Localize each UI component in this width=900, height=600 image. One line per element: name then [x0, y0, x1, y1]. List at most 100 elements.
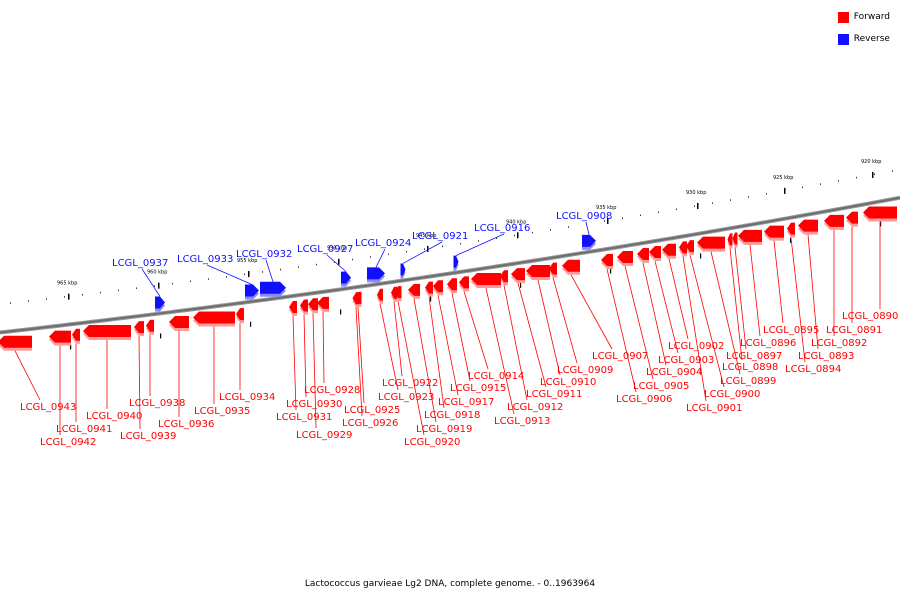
gene-arrow — [408, 283, 420, 296]
gene-arrow — [617, 251, 633, 264]
gene-label: LCGL_0897 — [726, 351, 782, 362]
gene-label: LCGL_0908 — [556, 211, 612, 222]
minor-tick — [244, 273, 245, 276]
gene-label: LCGL_0893 — [798, 351, 854, 362]
minor-tick — [658, 211, 659, 214]
backbone-layer — [0, 195, 900, 335]
inner-tick — [250, 321, 252, 327]
gene-leader-line — [397, 301, 425, 436]
tick-mark — [427, 245, 429, 252]
gene-arrow — [679, 241, 687, 254]
gene-leader-line — [206, 264, 253, 285]
gene-LCGL_0906: LCGL_0906 — [601, 253, 672, 405]
minor-tick — [208, 278, 209, 280]
gene-leader-line — [393, 301, 403, 377]
minor-tick — [694, 205, 695, 207]
legend-label-forward: Forward — [853, 12, 890, 22]
minor-tick — [622, 217, 623, 220]
gene-leader-line — [517, 283, 547, 388]
minor-tick — [406, 251, 407, 253]
gene-arrow — [846, 211, 858, 224]
inner-tick — [880, 221, 882, 227]
gene-leader-line — [428, 296, 445, 409]
gene-arrow — [863, 206, 897, 219]
gene-arrow — [83, 324, 131, 337]
gene-label: LCGL_0943 — [20, 402, 76, 413]
inner-tick — [700, 253, 702, 259]
gene-label: LCGL_0909 — [557, 365, 613, 376]
gene-leader-line — [138, 336, 141, 430]
gene-leader-line — [326, 254, 347, 272]
reverse-swatch-icon — [837, 33, 849, 45]
gene-LCGL_0891: LCGL_0891 — [826, 211, 882, 336]
tick-label: 925 kbp — [773, 175, 793, 181]
minor-tick — [514, 234, 515, 237]
gene-arrow — [391, 286, 397, 299]
gene-label: LCGL_0939 — [120, 431, 176, 442]
gene-label: LCGL_0898 — [722, 362, 778, 373]
gene-arrow — [738, 229, 762, 242]
gene-label: LCGL_0907 — [592, 351, 648, 362]
gene-label: LCGL_0938 — [129, 398, 185, 409]
gene-LCGL_0942: LCGL_0942 — [40, 330, 96, 448]
gene-LCGL_0930: LCGL_0930 — [286, 299, 342, 410]
gene-arrow — [377, 288, 383, 301]
minor-tick — [262, 271, 263, 273]
gene-LCGL_0902: LCGL_0902 — [662, 243, 724, 352]
minor-tick — [712, 202, 713, 204]
minor-tick — [136, 287, 137, 289]
gene-label: LCGL_0905 — [633, 381, 689, 392]
gene-LCGL_0903: LCGL_0903 — [649, 246, 714, 366]
gene-label: LCGL_0926 — [342, 418, 398, 429]
gene-leader-line — [689, 255, 725, 388]
minor-tick — [802, 186, 803, 189]
gene-LCGL_0935: LCGL_0935 — [193, 311, 250, 417]
gene-arrow — [732, 232, 738, 245]
gene-LCGL_0897: LCGL_0897 — [726, 232, 782, 362]
gene-label: LCGL_0892 — [811, 338, 867, 349]
gene-leader-line — [682, 256, 707, 402]
gene-label: LCGL_0936 — [158, 419, 214, 430]
gene-leader-line — [773, 240, 784, 324]
gene-LCGL_0929: LCGL_0929 — [296, 298, 352, 441]
gene-LCGL_0898: LCGL_0898 — [722, 233, 778, 373]
gene-LCGL_0890: LCGL_0890 — [842, 206, 898, 322]
scale-tick: 965 kbp — [57, 281, 77, 300]
gene-arrow — [433, 280, 443, 293]
gene-leader-line — [451, 293, 471, 382]
gene-LCGL_0912: LCGL_0912 — [500, 270, 563, 413]
gene-LCGL_0924: LCGL_0924 — [355, 238, 411, 283]
gene-arrow — [511, 268, 525, 281]
gene-label: LCGL_0890 — [842, 311, 898, 322]
gene-label: LCGL_0900 — [704, 389, 760, 400]
gene-label: LCGL_0911 — [526, 389, 582, 400]
gene-LCGL_0895: LCGL_0895 — [763, 225, 819, 336]
gene-arrow — [425, 281, 433, 294]
tick-mark — [697, 202, 699, 209]
gene-LCGL_0927: LCGL_0927 — [297, 244, 353, 287]
minor-tick — [442, 245, 443, 248]
minor-tick — [748, 196, 749, 198]
minor-tick — [496, 237, 497, 240]
gene-label: LCGL_0935 — [194, 406, 250, 417]
gene-label: LCGL_0927 — [297, 244, 353, 255]
gene-arrow — [824, 214, 844, 227]
minor-tick — [298, 266, 299, 268]
scale-tick: 955 kbp — [237, 258, 257, 278]
minor-tick — [856, 176, 857, 179]
gene-label: LCGL_0920 — [404, 437, 460, 448]
gene-LCGL_0933: LCGL_0933 — [177, 254, 259, 300]
legend-label-reverse: Reverse — [853, 34, 890, 44]
tick-label: 960 kbp — [147, 270, 167, 276]
gene-label: LCGL_0895 — [763, 325, 819, 336]
minor-tick — [352, 258, 353, 261]
gene-arrow — [367, 267, 385, 280]
minor-tick — [154, 285, 155, 287]
tick-label: 965 kbp — [57, 281, 77, 287]
gene-label: LCGL_0921 — [412, 231, 468, 242]
gene-arrow — [526, 264, 550, 277]
gene-arrow — [49, 330, 71, 343]
forward-swatch-icon — [837, 11, 849, 23]
gene-label: LCGL_0914 — [468, 371, 524, 382]
